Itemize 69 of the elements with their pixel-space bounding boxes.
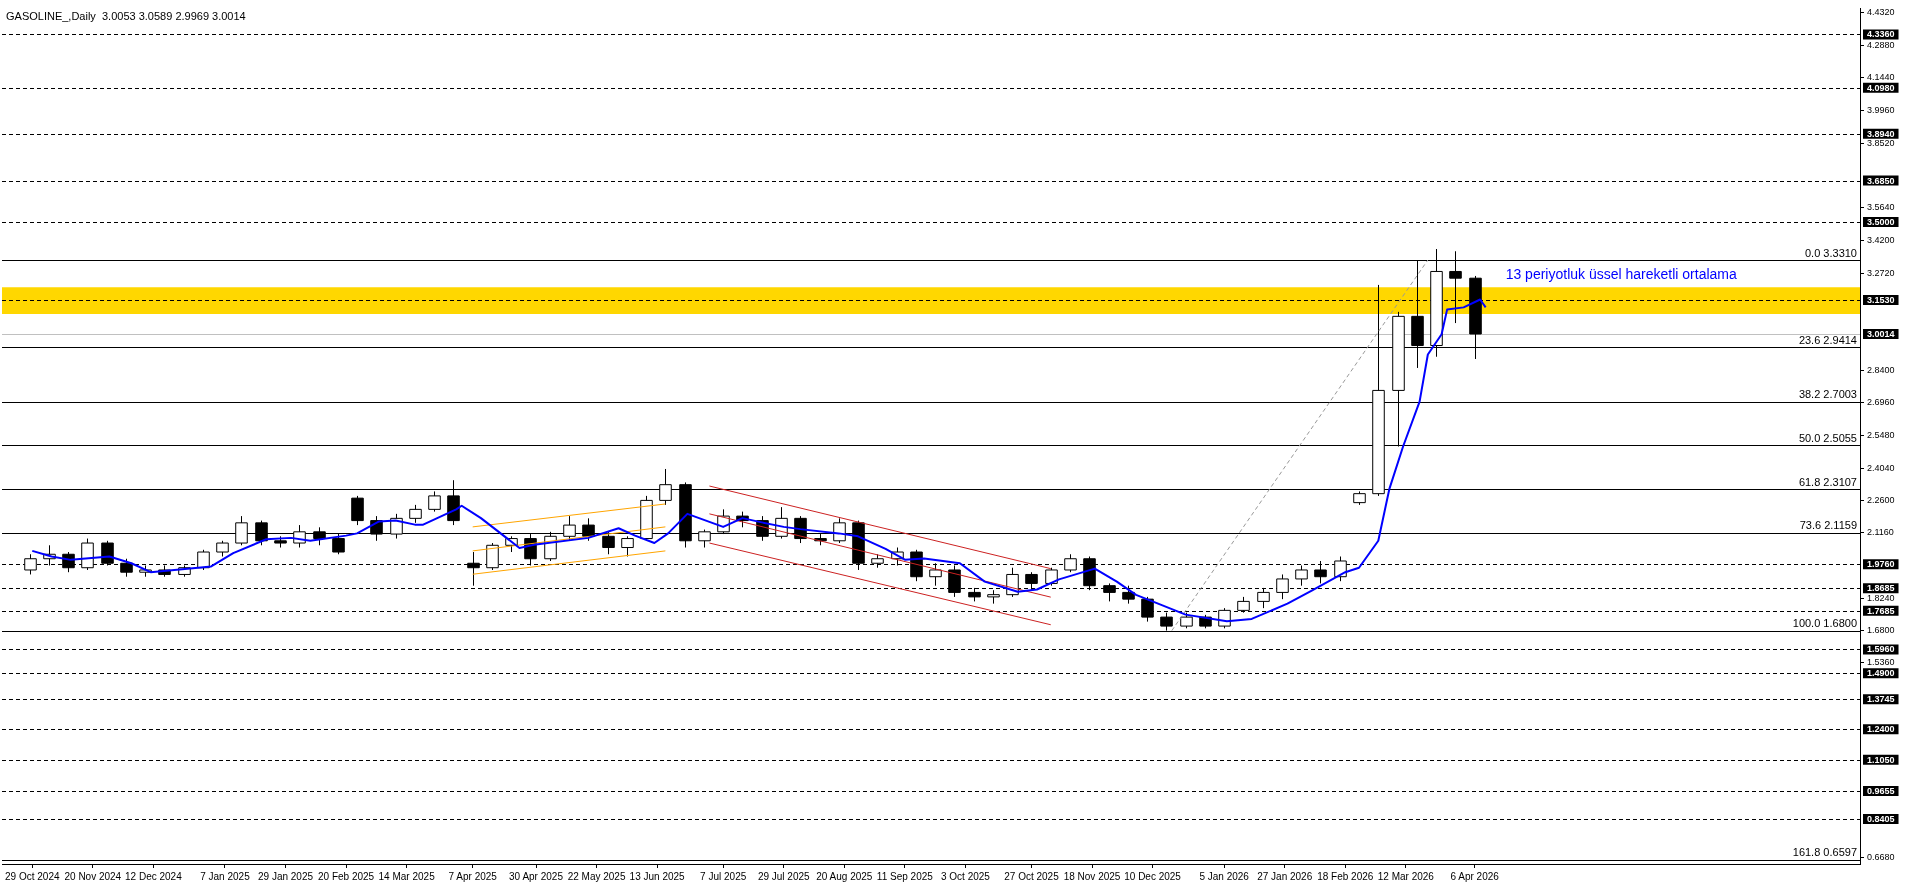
y-tick-label: 3.9960 [1867, 105, 1895, 116]
ref-line-label: 1.1050 [1867, 754, 1895, 765]
x-tick-label: 7 Jan 2025 [200, 870, 251, 882]
x-tick-label: 7 Jul 2025 [700, 870, 747, 882]
x-tick-label: 11 Sep 2025 [876, 870, 934, 882]
x-tick-label: 22 May 2025 [567, 870, 626, 882]
x-tick-label: 14 Mar 2025 [378, 870, 436, 882]
ref-line-label: 1.4900 [1867, 668, 1895, 679]
y-tick-label: 1.6800 [1867, 625, 1895, 636]
y-tick-label: 2.6960 [1867, 397, 1895, 408]
y-tick-label: 2.8400 [1867, 364, 1895, 375]
ref-line-label: 161.8 0.6597 [1792, 846, 1857, 859]
y-tick-label: 4.4320 [1867, 7, 1895, 18]
x-tick-label: 7 Apr 2025 [448, 870, 498, 882]
x-tick-label: 10 Dec 2025 [1124, 870, 1182, 882]
y-tick-label: 3.4200 [1867, 234, 1895, 245]
x-tick-label: 27 Jan 2026 [1257, 870, 1313, 882]
y-tick-label: 1.5360 [1867, 657, 1895, 668]
ref-line-label: 4.0980 [1867, 82, 1895, 93]
x-tick-label: 5 Jan 2026 [1199, 870, 1250, 882]
ref-line-label: 3.8940 [1867, 128, 1895, 139]
ref-line-label: 1.3745 [1867, 694, 1895, 705]
x-tick-label: 3 Oct 2025 [940, 870, 991, 882]
ref-line-label: 100.0 1.6800 [1792, 617, 1857, 630]
text: 13 periyotluk üssel hareketli ortalama [1505, 266, 1737, 283]
x-tick-label: 13 Jun 2025 [629, 870, 686, 882]
ref-line-label: 1.2400 [1867, 724, 1895, 735]
y-tick-label: 4.1440 [1867, 72, 1895, 83]
ref-line-label: 73.6 2.1159 [1799, 519, 1857, 532]
ref-line-label: 3.6850 [1867, 175, 1895, 186]
ref-line-label: 61.8 2.3107 [1798, 475, 1857, 488]
ref-line-label: 3.0014 [1867, 328, 1895, 339]
ref-line-label: 0.9655 [1867, 785, 1895, 796]
x-tick-label: 29 Oct 2024 [5, 870, 60, 882]
ref-line-label: 1.8685 [1867, 583, 1895, 594]
y-tick-label: 2.1160 [1867, 527, 1894, 538]
x-tick-label: 29 Jul 2025 [757, 870, 811, 882]
chart-title: GASOLINE_,Daily 3.0053 3.0589 2.9969 3.0014 [6, 9, 246, 22]
ref-line-label: 50.0 2.5055 [1798, 431, 1857, 444]
y-tick-label: 0.6680 [1867, 852, 1895, 863]
x-tick-label: 18 Nov 2025 [1063, 870, 1121, 882]
ref-line-label: 3.1530 [1867, 294, 1895, 305]
x-tick-label: 6 Apr 2026 [1450, 870, 1500, 882]
x-tick-label: 20 Feb 2025 [317, 870, 375, 882]
x-tick-label: 12 Mar 2026 [1377, 870, 1435, 882]
y-tick-label: 2.4040 [1867, 462, 1895, 473]
y-tick-label: 2.2600 [1867, 494, 1895, 505]
x-tick-label: 29 Jan 2025 [257, 870, 314, 882]
y-tick-label: 2.5480 [1867, 430, 1895, 441]
y-tick-label: 3.2720 [1867, 267, 1895, 278]
ref-line-label: 1.5960 [1867, 644, 1895, 655]
y-tick-label: 3.5640 [1867, 202, 1895, 213]
y-tick-label: 4.2880 [1867, 39, 1895, 50]
ref-line-label: 0.0 3.3310 [1805, 246, 1857, 259]
x-tick-label: 30 Apr 2025 [509, 870, 564, 882]
y-tick-label: 1.8240 [1867, 592, 1895, 603]
ref-line-label: 38.2 2.7003 [1798, 388, 1857, 401]
ref-line-label: 3.5000 [1867, 217, 1895, 228]
y-tick-label: 3.8520 [1867, 137, 1895, 148]
ref-line-label: 4.3360 [1867, 29, 1895, 40]
ref-line-label: 0.8405 [1867, 813, 1895, 824]
ref-line-label: 1.9760 [1867, 559, 1895, 570]
x-tick-label: 20 Nov 2024 [64, 870, 122, 882]
x-tick-label: 20 Aug 2025 [816, 870, 873, 882]
x-tick-label: 27 Oct 2025 [1004, 870, 1060, 882]
x-tick-label: 12 Dec 2024 [125, 870, 183, 882]
ref-line-label: 23.6 2.9414 [1798, 333, 1857, 346]
ref-line-label: 1.7685 [1867, 605, 1895, 616]
x-tick-label: 18 Feb 2026 [1317, 870, 1374, 882]
